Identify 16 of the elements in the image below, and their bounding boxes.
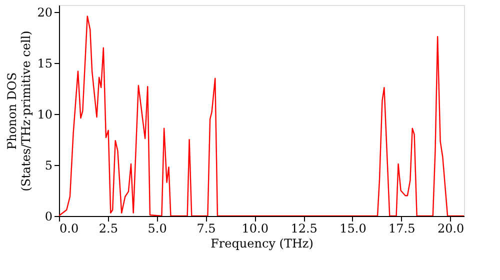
x-tick-label: 10.0: [242, 222, 269, 236]
x-tick-label: 17.5: [388, 222, 416, 236]
y-tick-label: 0: [44, 210, 52, 224]
y-tick-label: 10: [37, 108, 52, 122]
x-tick-label: 5.0: [148, 222, 167, 236]
x-tick-label: 0.0: [60, 222, 79, 236]
x-tick-label: 12.5: [290, 222, 318, 236]
x-tick-label: 2.5: [98, 222, 118, 236]
y-tick-label: 20: [37, 6, 52, 20]
y-tick-label: 15: [37, 56, 52, 71]
x-tick-label: 7.5: [196, 222, 216, 236]
x-tick-label: 15.0: [340, 222, 366, 236]
x-tick-label: 20.0: [437, 222, 464, 236]
y-axis-title: Phonon DOS (States/THz·primitive cell): [5, 30, 34, 192]
y-tick-label: 5: [44, 158, 52, 173]
x-axis-title: Frequency (THz): [210, 236, 314, 250]
